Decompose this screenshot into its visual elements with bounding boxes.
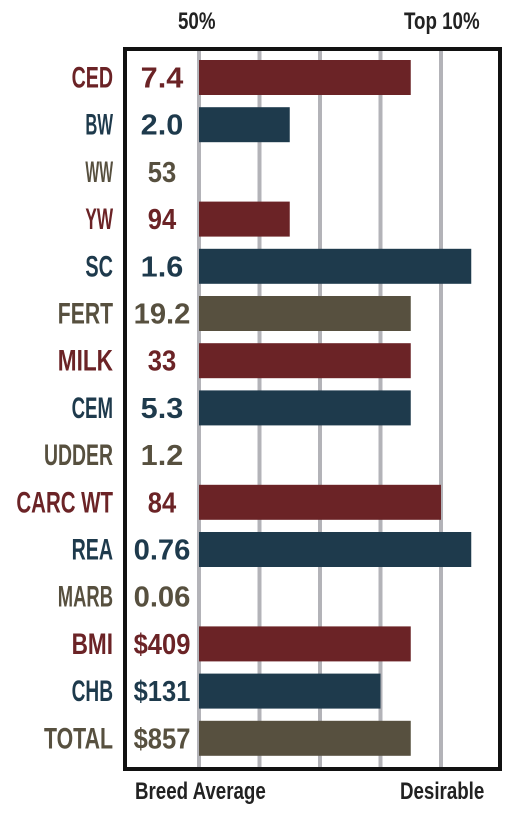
footer-breed-average: Breed Average bbox=[135, 778, 266, 805]
value-label: 7.4 bbox=[141, 63, 184, 95]
bar-rea bbox=[199, 532, 472, 567]
value-label: 5.3 bbox=[141, 393, 184, 425]
bars bbox=[199, 60, 472, 756]
bar-sc bbox=[199, 248, 472, 284]
footer-desirable: Desirable bbox=[400, 778, 485, 805]
trait-label: REA bbox=[72, 534, 113, 567]
value-label: 1.6 bbox=[141, 251, 184, 283]
bar-cem bbox=[199, 390, 411, 426]
trait-label: TOTAL bbox=[44, 722, 113, 755]
bar-bmi bbox=[199, 626, 411, 662]
bar-yw bbox=[199, 201, 290, 237]
bar-milk bbox=[199, 343, 411, 379]
value-label: $857 bbox=[134, 723, 191, 755]
bar-bw bbox=[199, 107, 290, 143]
trait-label: MILK bbox=[58, 345, 113, 378]
value-label: 53 bbox=[148, 157, 176, 189]
value-label: 0.76 bbox=[134, 535, 191, 567]
trait-label: CED bbox=[72, 62, 113, 95]
value-label: $409 bbox=[134, 629, 191, 661]
trait-label: CHB bbox=[72, 675, 113, 708]
trait-label: MARB bbox=[58, 581, 113, 614]
row-labels: CED 7.4 BW 2.0 WW 53 YW 94 SC 1.6 FERT 19.2 MILK 33 CE… bbox=[16, 62, 190, 756]
trait-label: UDDER bbox=[44, 439, 113, 472]
value-label: 94 bbox=[148, 204, 176, 236]
trait-label: YW bbox=[85, 203, 113, 236]
trait-label: FERT bbox=[58, 298, 113, 331]
header-top-10-percent: Top 10% bbox=[404, 8, 480, 35]
value-label: 19.2 bbox=[134, 299, 191, 331]
bar-carc-wt bbox=[199, 484, 441, 520]
value-label: 1.2 bbox=[141, 440, 184, 472]
value-label: 0.06 bbox=[134, 582, 191, 614]
header-50-percent: 50% bbox=[178, 8, 216, 35]
trait-label: WW bbox=[85, 156, 113, 189]
trait-label: CEM bbox=[72, 392, 113, 425]
trait-label: CARC WT bbox=[16, 486, 113, 519]
trait-label: SC bbox=[85, 250, 113, 283]
value-label: $131 bbox=[134, 676, 191, 708]
bar-fert bbox=[199, 296, 411, 331]
chart-frame bbox=[123, 47, 502, 771]
trait-label: BMI bbox=[72, 628, 113, 661]
value-label: 33 bbox=[148, 346, 176, 378]
bar-chb bbox=[199, 673, 381, 709]
bar-ced bbox=[199, 60, 411, 95]
trait-label: BW bbox=[85, 109, 113, 142]
value-label: 84 bbox=[148, 487, 176, 519]
value-label: 2.0 bbox=[141, 110, 184, 142]
bar-total bbox=[199, 720, 411, 756]
